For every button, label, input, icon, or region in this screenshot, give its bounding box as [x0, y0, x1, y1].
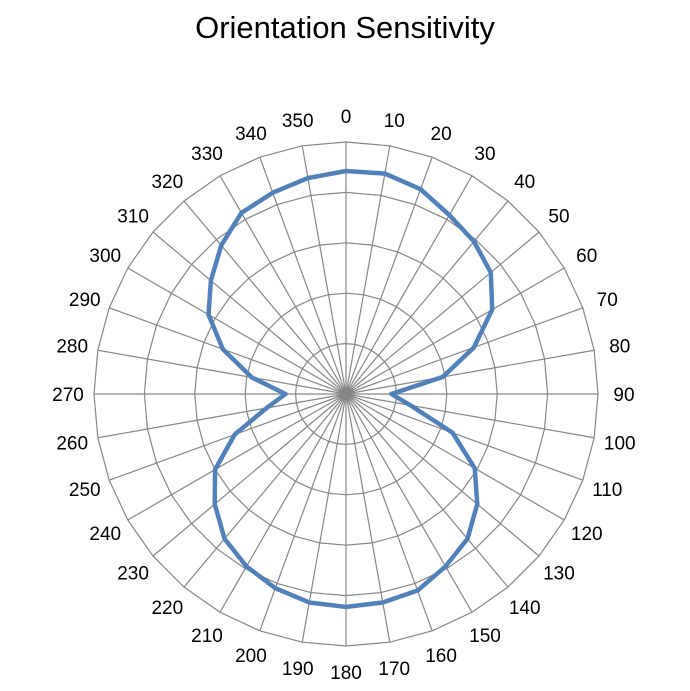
angle-tick-label: 120 [571, 524, 603, 545]
series-line [206, 168, 495, 610]
angle-tick-label: 330 [191, 144, 223, 165]
angle-tick-label: 260 [56, 433, 88, 454]
grid-spoke [345, 349, 595, 395]
angle-tick-label: 10 [384, 111, 405, 132]
grid-spoke [345, 175, 473, 395]
angle-tick-label: 150 [469, 626, 501, 647]
chart-title: Orientation Sensitivity [195, 10, 495, 45]
grid-spoke [259, 393, 347, 632]
angle-tick-label: 290 [69, 290, 101, 311]
angle-tick-label: 340 [235, 124, 267, 145]
angle-tick-label: 240 [89, 524, 121, 545]
grid-spoke [108, 393, 347, 481]
angle-tick-label: 60 [576, 246, 597, 267]
grid-spoke [345, 393, 565, 521]
angle-tick-label: 170 [378, 659, 410, 680]
grid-spoke [152, 231, 347, 395]
grid-spoke [127, 393, 347, 521]
angle-tick-label: 200 [235, 646, 267, 667]
angle-tick-label: 30 [474, 144, 495, 165]
grid-spoke [183, 200, 347, 395]
angle-tick-label: 70 [597, 290, 618, 311]
grid-spoke [345, 156, 433, 395]
grid-spoke [152, 393, 347, 557]
grid-spoke [345, 393, 473, 613]
angle-tick-label: 220 [151, 598, 183, 619]
angle-tick-label: 0 [341, 107, 352, 128]
angle-tick-label: 140 [509, 598, 541, 619]
angle-tick-label: 210 [191, 626, 223, 647]
angle-tick-label: 180 [330, 663, 362, 684]
grid-spoke [127, 267, 347, 395]
grid-spoke [219, 393, 347, 613]
grid-spoke [345, 393, 584, 481]
grid-spoke [345, 231, 540, 395]
angle-tick-label: 190 [282, 659, 314, 680]
angle-tick-label: 250 [69, 480, 101, 501]
grid-spoke [345, 200, 509, 395]
grid-spoke [345, 393, 509, 588]
grid-spoke [183, 393, 347, 588]
grid-spoke [259, 156, 347, 395]
angle-tick-label: 320 [151, 172, 183, 193]
angle-tick-label: 50 [548, 206, 569, 227]
angle-tick-label: 20 [431, 124, 452, 145]
angle-tick-label: 300 [89, 246, 121, 267]
angle-tick-label: 80 [609, 337, 630, 358]
angle-tick-label: 270 [52, 385, 84, 406]
angle-tick-label: 100 [604, 433, 636, 454]
grid-spoke [345, 393, 595, 439]
angle-tick-label: 40 [514, 172, 535, 193]
angle-tick-label: 130 [543, 564, 575, 585]
angle-tick-label: 160 [425, 646, 457, 667]
grid-spoke [345, 393, 540, 557]
angle-tick-label: 90 [613, 385, 634, 406]
angle-tick-label: 280 [56, 337, 88, 358]
angle-tick-label: 110 [592, 480, 622, 501]
grid-spoke [301, 145, 347, 395]
grid-spoke [97, 393, 347, 439]
angle-tick-label: 350 [282, 111, 314, 132]
grid-spoke [345, 145, 391, 395]
angle-tick-label: 230 [117, 564, 149, 585]
angle-tick-label: 310 [117, 206, 149, 227]
grid-spoke [345, 307, 584, 395]
grid-spoke [97, 349, 347, 395]
grid-spoke [345, 267, 565, 395]
